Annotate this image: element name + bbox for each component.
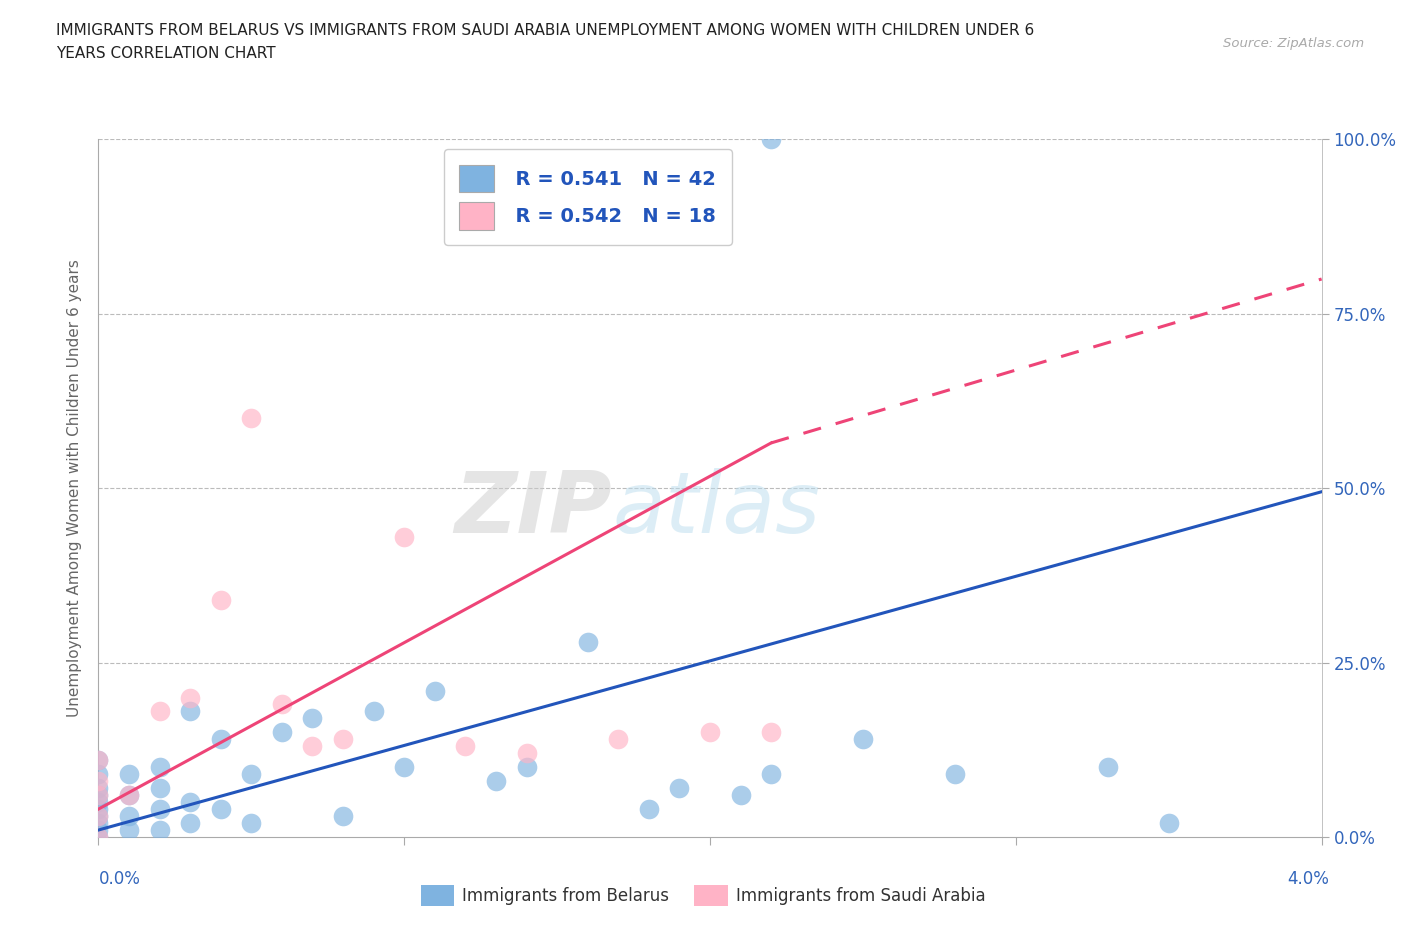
Point [87, 823, 110, 838]
Point [87, 794, 110, 809]
Point [637, 802, 661, 817]
Point [516, 760, 538, 775]
Point [87, 809, 110, 824]
Point [87, 830, 110, 844]
Point [332, 732, 354, 747]
Point [516, 746, 538, 761]
Point [87, 753, 110, 768]
Point [392, 530, 416, 545]
Point [759, 132, 782, 147]
Point [209, 802, 232, 817]
Legend:   R = 0.541   N = 42,   R = 0.542   N = 18: R = 0.541 N = 42, R = 0.542 N = 18 [444, 149, 731, 246]
Point [699, 725, 721, 740]
Point [87, 830, 110, 844]
Point [301, 738, 323, 753]
Point [270, 698, 294, 712]
Point [149, 823, 172, 838]
Point [87, 816, 110, 830]
Point [87, 802, 110, 817]
Point [423, 683, 446, 698]
Text: IMMIGRANTS FROM BELARUS VS IMMIGRANTS FROM SAUDI ARABIA UNEMPLOYMENT AMONG WOMEN: IMMIGRANTS FROM BELARUS VS IMMIGRANTS FR… [56, 23, 1035, 38]
Point [240, 766, 263, 781]
Text: atlas: atlas [612, 468, 820, 551]
Point [179, 704, 201, 719]
Point [301, 711, 323, 725]
Point [1157, 816, 1180, 830]
Point [240, 411, 263, 426]
Point [179, 816, 201, 830]
Point [485, 774, 508, 789]
Point [270, 725, 294, 740]
Point [240, 816, 263, 830]
Point [87, 809, 110, 824]
Y-axis label: Unemployment Among Women with Children Under 6 years: Unemployment Among Women with Children U… [67, 259, 83, 717]
Point [118, 809, 141, 824]
Point [943, 766, 966, 781]
Point [576, 634, 599, 649]
Point [149, 802, 172, 817]
Text: 0.0%: 0.0% [98, 870, 141, 887]
Point [209, 732, 232, 747]
Point [209, 592, 232, 607]
Text: YEARS CORRELATION CHART: YEARS CORRELATION CHART [56, 46, 276, 61]
Point [118, 788, 141, 803]
Point [332, 809, 354, 824]
Point [87, 788, 110, 803]
Point [87, 788, 110, 803]
Point [454, 738, 477, 753]
Text: Source: ZipAtlas.com: Source: ZipAtlas.com [1223, 37, 1364, 50]
Legend: Immigrants from Belarus, Immigrants from Saudi Arabia: Immigrants from Belarus, Immigrants from… [413, 879, 993, 912]
Point [759, 766, 782, 781]
Point [149, 781, 172, 796]
Point [852, 732, 875, 747]
Point [149, 704, 172, 719]
Point [87, 766, 110, 781]
Point [179, 690, 201, 705]
Point [607, 732, 630, 747]
Point [118, 823, 141, 838]
Point [87, 753, 110, 768]
Point [179, 794, 201, 809]
Point [118, 766, 141, 781]
Point [730, 788, 752, 803]
Point [87, 781, 110, 796]
Point [1097, 760, 1119, 775]
Text: 4.0%: 4.0% [1286, 870, 1329, 887]
Text: ZIP: ZIP [454, 468, 612, 551]
Point [118, 788, 141, 803]
Point [392, 760, 416, 775]
Point [363, 704, 385, 719]
Point [759, 725, 782, 740]
Point [87, 774, 110, 789]
Point [668, 781, 690, 796]
Point [149, 760, 172, 775]
